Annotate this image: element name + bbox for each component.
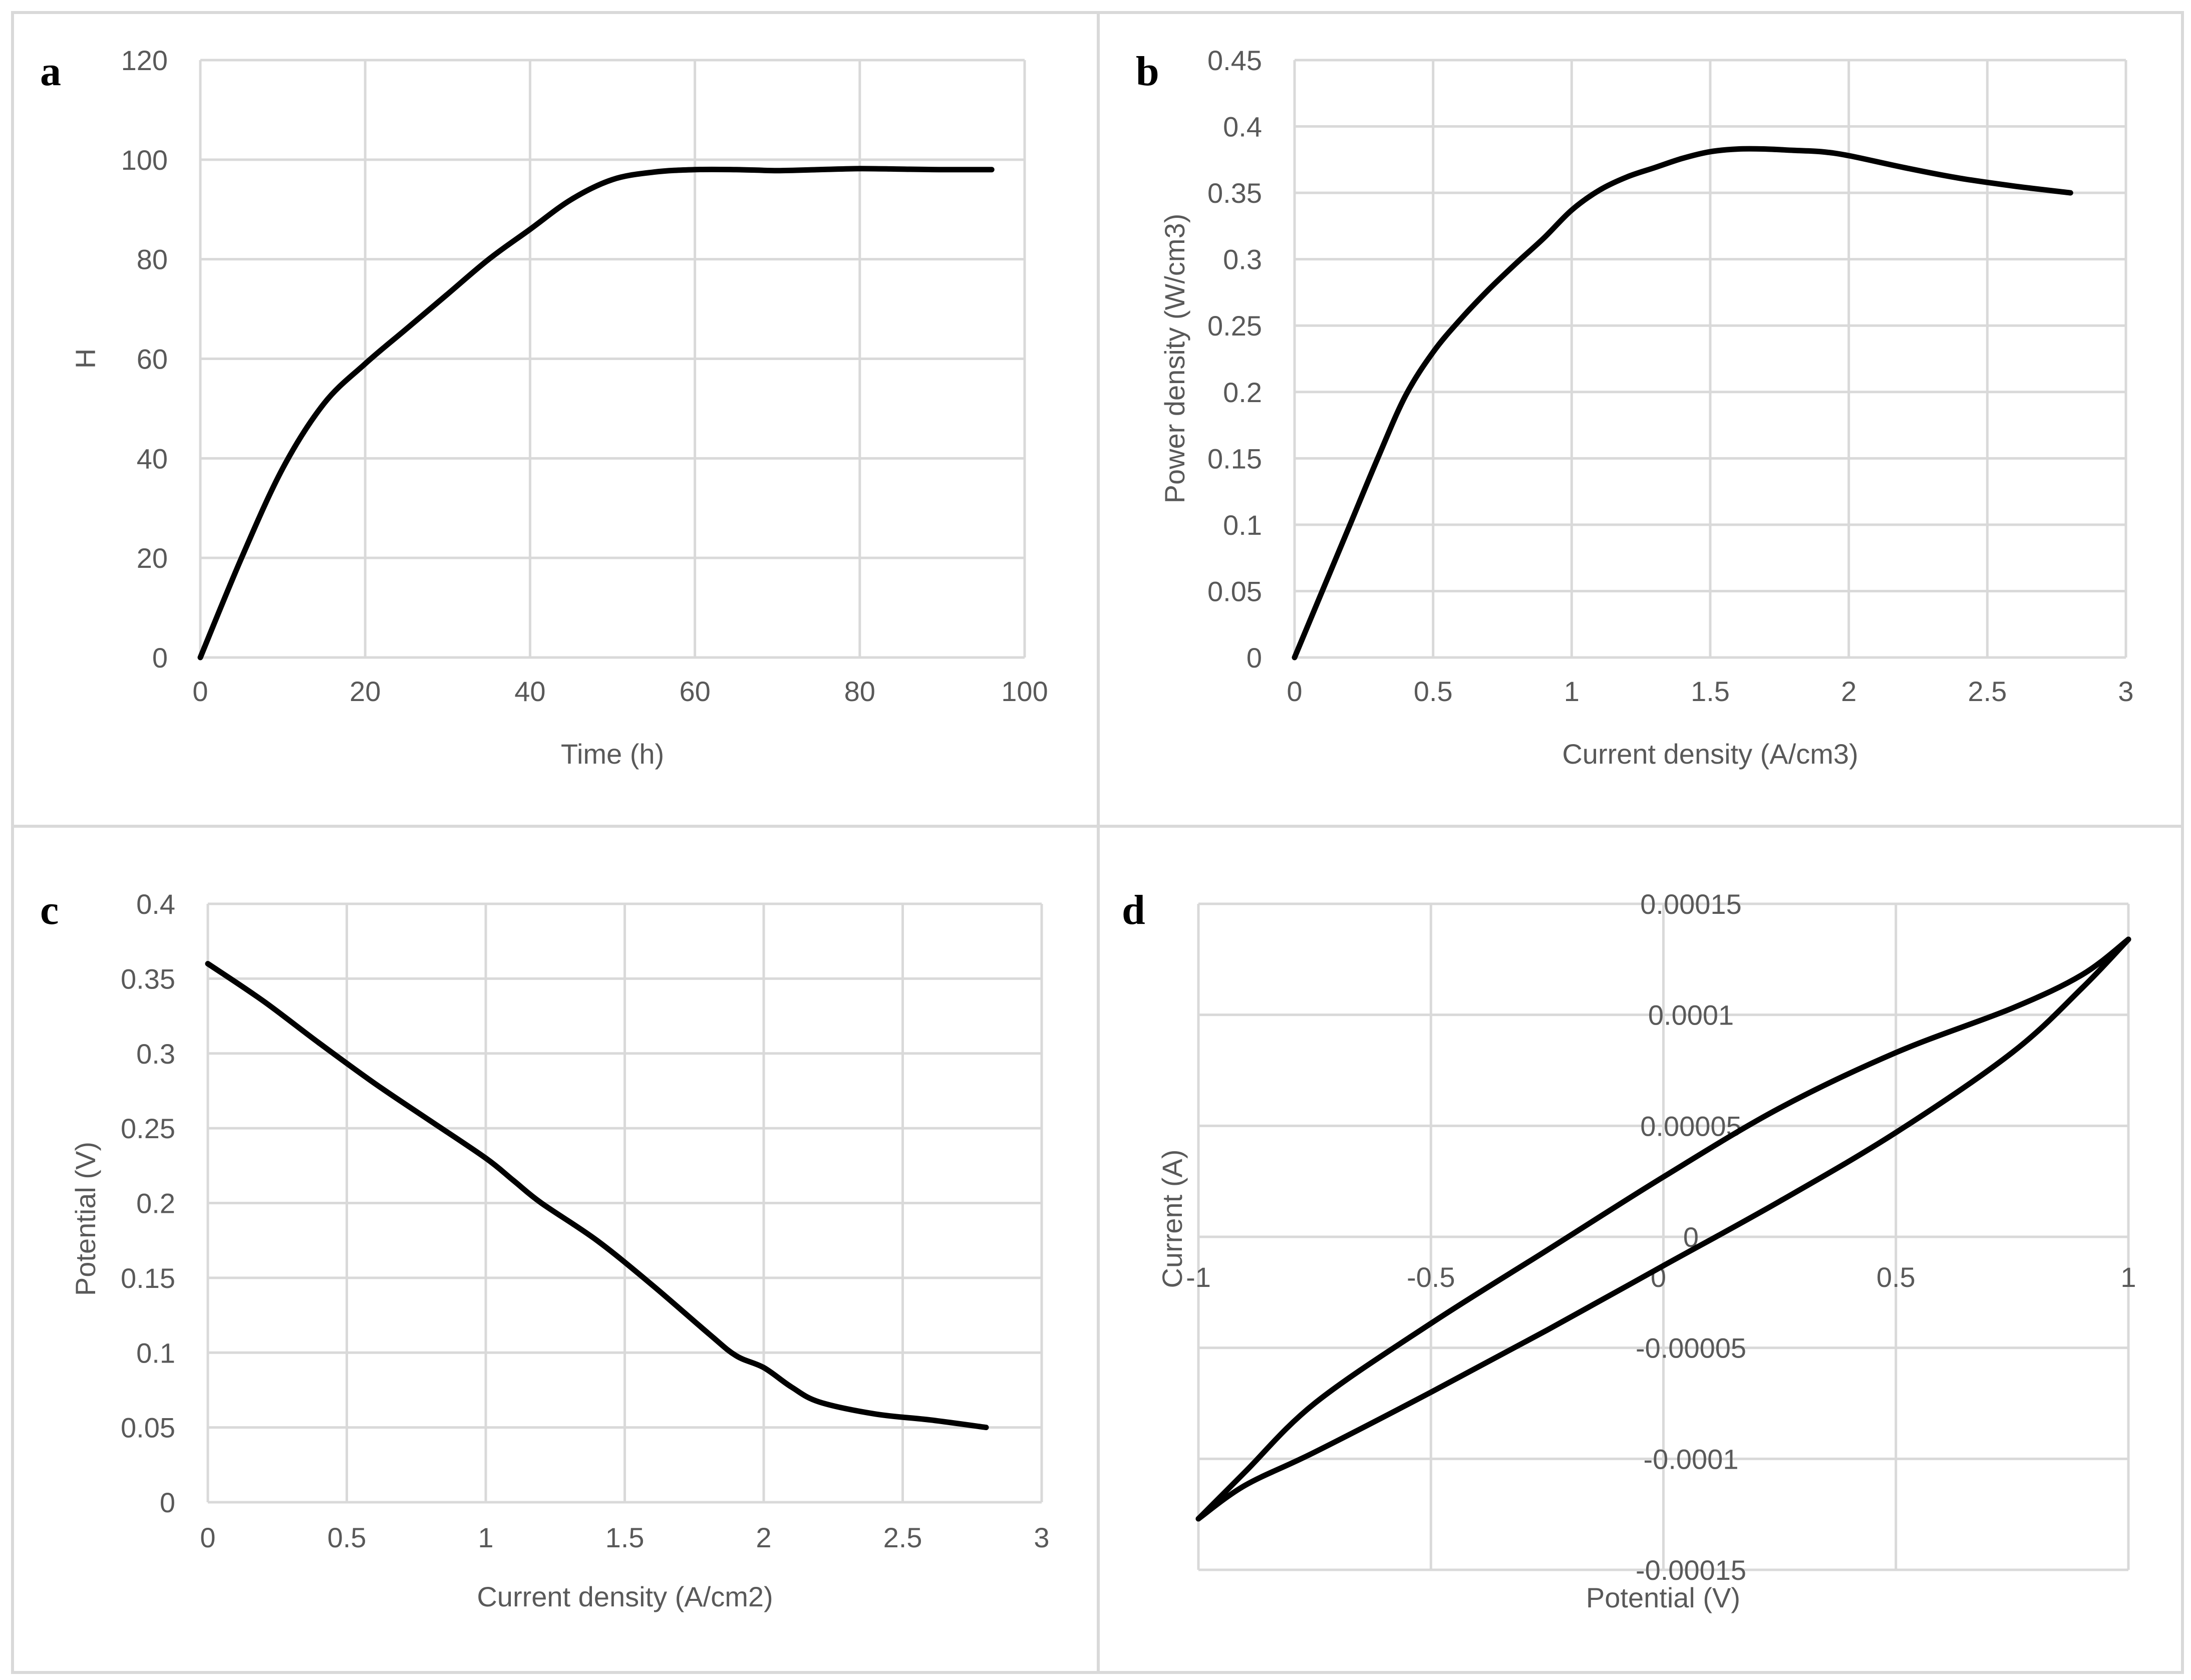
panel-b-series-line [1292,146,2073,660]
panel-c-y-axis-title: Potential (V) [70,1142,101,1296]
panel-d-y-tick-label: -0.00005 [1636,1332,1746,1364]
panel-d-x-tick-label: 0.5 [1876,1261,1916,1293]
panel-a-x-tick-label: 40 [514,676,545,707]
panel-b-y-tick-label: 0.15 [1207,443,1262,474]
panel-b-y-tick-label: 0.25 [1207,310,1262,342]
panel-b-y-tick-label: 0.1 [1223,509,1262,541]
panel-a-y-tick-label: 60 [137,344,168,375]
panel-b-y-tick-label: 0.3 [1223,244,1262,275]
panel-a-series-line [197,166,995,660]
panel-d-series-line [1195,936,2131,1522]
panel-a-frame [11,11,1100,828]
panel-b-x-tick-label: 0 [1287,676,1302,707]
panel-a-y-tick-label: 80 [137,244,168,275]
panel-c-y-tick-label: 0.4 [136,888,175,920]
panel-d-plot: -0.00015-0.0001-0.0000500.000050.00010.0… [1186,888,2136,1586]
panel-d-x-tick-label: -1 [1186,1261,1211,1293]
panel-c-series-line [205,961,989,1431]
panel-a-letter: a [40,48,61,95]
panel-b-y-tick-label: 0.35 [1207,177,1262,209]
panel-b-letter: b [1136,48,1159,95]
panel-d-y-tick-label: -0.0001 [1644,1443,1739,1475]
panel-c-frame [11,825,1100,1674]
panel-c-y-tick-label: 0.05 [121,1412,175,1444]
panel-b-y-tick-label: 0 [1246,642,1262,674]
panel-b: 0 0.05 0.1 0.15 0.2 0.25 0.3 0.35 0.4 0.45 0 0.5 1 1.… [1097,11,2184,828]
panel-c-x-tick-label: 2.5 [883,1522,922,1553]
panel-d-x-axis-title: Potential (V) [1586,1582,1740,1613]
panel-b-x-tick-label: 1 [1564,676,1580,707]
panel-d-x-tick-label: -0.5 [1407,1261,1455,1293]
panel-d-y-axis-title: Current (A) [1156,1150,1188,1288]
panel-a-y-tick-label: 0 [152,642,168,674]
panel-d-frame [1097,825,2184,1674]
panel-a-x-tick-label: 100 [1001,676,1048,707]
panel-b-y-tick-label: 0.4 [1223,111,1262,143]
panel-d-letter: d [1122,887,1145,933]
panel-c-x-axis-title: Current density (A/cm2) [477,1581,773,1612]
panel-c-x-tick-label: 0.5 [328,1522,367,1553]
panel-c-x-tick-label: 0 [200,1522,215,1553]
panel-b-x-tick-label: 2.5 [1968,676,2007,707]
panel-a-x-tick-label: 0 [192,676,208,707]
panel-a-y-tick-label: 120 [121,45,168,76]
panel-a-x-axis-title: Time (h) [561,738,664,770]
panel-b-y-tick-label: 0.05 [1207,575,1262,607]
panel-d: -0.00015-0.0001-0.0000500.000050.00010.0… [1097,825,2184,1674]
panel-a-y-tick-label: 40 [137,443,168,474]
panel-a-x-tick-label: 80 [844,676,875,707]
panel-a-plot: 0 20 40 60 80 100 120 0 20 40 60 80 100 [121,45,1048,707]
panel-a-y-tick-label: 100 [121,144,168,176]
panel-c-plot: 0 0.05 0.1 0.15 0.2 0.25 0.3 0.35 0.4 0 0.5 1 1.5 2 2.… [121,888,1050,1553]
panel-b-y-tick-label: 0.45 [1207,45,1262,76]
panel-b-x-axis-title: Current density (A/cm3) [1562,738,1858,770]
panel-c-y-tick-label: 0.1 [136,1337,175,1369]
panel-c-y-tick-label: 0.3 [136,1038,175,1070]
panel-b-y-tick-label: 0.2 [1223,377,1262,408]
panel-c-x-tick-label: 2 [756,1522,771,1553]
panel-b-x-tick-label: 1.5 [1691,676,1730,707]
panel-c-x-tick-label: 3 [1034,1522,1049,1553]
panel-b-x-tick-label: 2 [1841,676,1856,707]
panel-b-x-tick-label: 3 [2118,676,2133,707]
panel-a: 0 20 40 60 80 100 120 0 20 40 60 80 100 a Time (h) H [11,11,1100,828]
panel-c-y-tick-label: 0.35 [121,963,175,994]
panel-a-y-axis-title: H [70,349,101,369]
panel-a-y-tick-label: 20 [137,542,168,574]
panel-c-x-tick-label: 1.5 [605,1522,645,1553]
panel-c-y-tick-label: 0.25 [121,1113,175,1144]
panel-a-x-tick-label: 20 [350,676,381,707]
panel-c-y-tick-label: 0 [160,1487,175,1518]
panel-d-y-tick-label: -0.00015 [1636,1554,1746,1586]
panel-a-x-tick-label: 60 [679,676,710,707]
panel-b-y-axis-title: Power density (W/cm3) [1159,214,1190,504]
panel-d-x-tick-label: 1 [2120,1261,2136,1293]
panel-c-y-tick-label: 0.2 [136,1188,175,1219]
panel-c-x-tick-label: 1 [478,1522,493,1553]
panel-b-x-tick-label: 0.5 [1414,676,1453,707]
panel-c-y-tick-label: 0.15 [121,1262,175,1294]
panel-b-plot: 0 0.05 0.1 0.15 0.2 0.25 0.3 0.35 0.4 0.45 0 0.5 1 1.… [1207,45,2134,707]
panel-d-series-line [1195,936,2131,1522]
panel-d-y-tick-label: 0.0001 [1648,999,1734,1031]
panel-c: 0 0.05 0.1 0.15 0.2 0.25 0.3 0.35 0.4 0 0.5 1 1.5 2 2.… [11,825,1100,1674]
panel-c-letter: c [40,887,59,933]
panel-d-y-tick-label: 0.00015 [1640,888,1741,920]
